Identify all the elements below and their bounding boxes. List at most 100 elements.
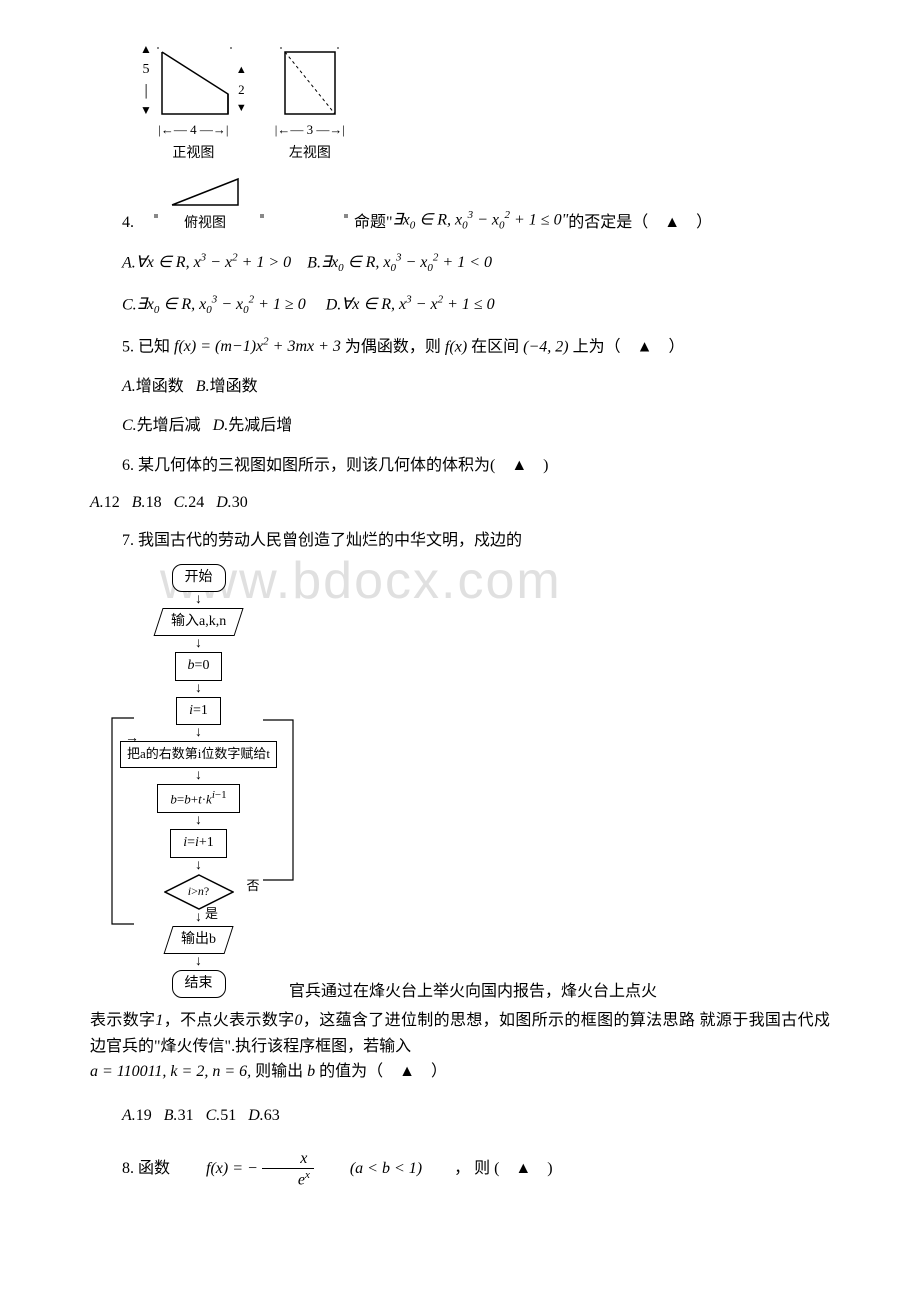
q4-optD: ∀x ∈ R, x3 − x2 + 1 ≤ 0 bbox=[341, 296, 494, 313]
q4-optA: ∀x ∈ R, x3 − x2 + 1 > 0 bbox=[136, 254, 291, 271]
q5-mid2: 在区间 bbox=[471, 338, 519, 355]
q5-prefix: 5. 已知 bbox=[122, 338, 170, 355]
flow-init-b: b=0 bbox=[175, 652, 223, 680]
q4-stem-suffix: 的否定是（ ▲ ） bbox=[568, 210, 712, 236]
q6-optB: 18 bbox=[146, 494, 162, 511]
q7-optA-label: A. bbox=[122, 1107, 136, 1124]
q4-optC: ∃x0 ∈ R, x03 − x02 + 1 ≥ 0 bbox=[137, 296, 306, 313]
arrow-icon: ↓→ bbox=[195, 726, 202, 740]
q4-optB: ∃x0 ∈ R, x03 − x02 + 1 < 0 bbox=[321, 254, 492, 271]
q4-optD-label: D. bbox=[326, 296, 342, 313]
q6-optD-label: D. bbox=[216, 494, 232, 511]
q7-optD-label: D. bbox=[248, 1107, 264, 1124]
left-view: |←— 3 —→| 左视图 bbox=[275, 46, 345, 165]
q5-fx: f(x) bbox=[445, 338, 471, 355]
page-content: ▲ 5 │ ▼ ▲ 2 ▼ bbox=[90, 40, 830, 1189]
q6-optB-label: B. bbox=[132, 494, 146, 511]
q7-line5a: 则输出 bbox=[255, 1063, 303, 1080]
flow-inc-i: i=i+1 bbox=[170, 829, 227, 857]
q5-optC: 先增后减 bbox=[137, 417, 201, 434]
q4-options-row2: C.∃x0 ∈ R, x03 − x02 + 1 ≥ 0 D.∀x ∈ R, x… bbox=[122, 292, 830, 320]
q8-cond: (a < b < 1) bbox=[318, 1156, 422, 1182]
q7-inputs-line: a = 110011, k = 2, n = 6, 则输出 b 的值为（ ▲ ） bbox=[90, 1059, 830, 1085]
q5-optA-label: A. bbox=[122, 378, 136, 395]
arrow-icon: ↓ bbox=[195, 859, 202, 873]
top-view-label: 俯视图 bbox=[184, 213, 226, 235]
q5-optC-label: C. bbox=[122, 417, 137, 434]
flow-output: 输出b bbox=[163, 926, 233, 954]
left-view-label: 左视图 bbox=[289, 143, 331, 165]
q7-line2: 官兵通过在烽火台上举火向国内报告，烽火台上点火 bbox=[289, 979, 830, 1009]
q5-func: f(x) = (m−1)x2 + 3mx + 3 bbox=[174, 338, 345, 355]
q6-stem: 6. 某几何体的三视图如图所示，则该几何体的体积为( ▲ ) bbox=[90, 453, 830, 479]
q5-suffix: 上为（ ▲ ） bbox=[573, 338, 685, 355]
q7-body: 表示数字1，不点火表示数字0，这蕴含了进位制的思想，如图所示的框图的算法思路 就… bbox=[90, 1008, 830, 1059]
top-view: 俯视图 bbox=[166, 173, 244, 235]
front-view-label: 正视图 bbox=[172, 143, 214, 165]
q4-optB-label: B. bbox=[307, 254, 321, 271]
arrow-icon: ↓ bbox=[195, 682, 202, 696]
q7-line3b: ，不点火表示数字 bbox=[163, 1012, 294, 1029]
q8-frac-den: ex bbox=[262, 1169, 314, 1190]
q5-optD: 先减后增 bbox=[228, 417, 292, 434]
flow-no-line bbox=[261, 718, 301, 888]
q7-optA: 19 bbox=[136, 1107, 152, 1124]
three-view-figure: ▲ 5 │ ▼ ▲ 2 ▼ bbox=[140, 40, 830, 165]
q6-optC: 24 bbox=[188, 494, 204, 511]
q8-suffix: ， 则 ( ▲ ) bbox=[422, 1156, 553, 1182]
flow-no-label: 否 bbox=[246, 876, 259, 897]
q5-options-row2: C.先增后减 D.先减后增 bbox=[122, 413, 830, 439]
q6-optD: 30 bbox=[232, 494, 248, 511]
q7-line5b: 的值为（ ▲ ） bbox=[319, 1063, 447, 1080]
q7-optB-label: B. bbox=[164, 1107, 178, 1124]
q5-options-row1: A.增函数 B.增函数 bbox=[122, 374, 830, 400]
arrow-icon: ↓ bbox=[195, 769, 202, 783]
arrow-icon: ↓ bbox=[195, 814, 202, 828]
q4-number: 4. bbox=[122, 210, 134, 236]
q5-optA: 增函数 bbox=[136, 378, 184, 395]
q5-interval: (−4, 2) bbox=[523, 338, 572, 355]
q4-row: 4. 俯视图 命题" ∃x0 ∈ R, x03 − x02 + 1 ≤ 0" 的… bbox=[90, 173, 830, 235]
flowchart: 开始 ↓ 输入a,k,n ↓ b=0 ↓ i=1 ↓→ 把a的右数第i位数字赋给… bbox=[120, 564, 277, 999]
flow-assign: 把a的右数第i位数字赋给t bbox=[120, 741, 277, 768]
q5-mid: 为偶函数，则 bbox=[345, 338, 441, 355]
front-step-label: 2 bbox=[238, 80, 245, 101]
flow-start: 开始 bbox=[172, 564, 226, 592]
q7-optC: 51 bbox=[220, 1107, 236, 1124]
front-view-svg bbox=[156, 46, 234, 120]
q7-optB: 31 bbox=[178, 1107, 194, 1124]
q6-optC-label: C. bbox=[174, 494, 189, 511]
q7-zero: 0 bbox=[295, 1012, 303, 1029]
flow-end: 结束 bbox=[172, 970, 226, 998]
arrow-icon: ↓ bbox=[195, 593, 202, 607]
q7-line1: 7. 我国古代的劳动人民曾创造了灿烂的中华文明，戍边的 bbox=[90, 528, 830, 554]
front-height-label: 5 bbox=[142, 59, 149, 81]
left-view-svg bbox=[279, 46, 341, 120]
q7-line3c: ，这蕴含了进位制的思想，如图所示的框图的算法思路 bbox=[303, 1012, 696, 1029]
q5-stem: 5. 已知 f(x) = (m−1)x2 + 3mx + 3 为偶函数，则 f(… bbox=[90, 334, 830, 360]
q6-options: A.12 B.18 C.24 D.30 bbox=[90, 490, 830, 516]
arrow-icon: ↓ bbox=[195, 637, 202, 651]
q6-optA: 12 bbox=[104, 494, 120, 511]
top-view-svg bbox=[166, 173, 244, 211]
front-view: ▲ 5 │ ▼ ▲ 2 ▼ bbox=[140, 40, 247, 165]
q5-optD-label: D. bbox=[213, 417, 229, 434]
arrow-icon: ↓ bbox=[195, 955, 202, 969]
flow-loopback bbox=[108, 712, 138, 932]
q7-optC-label: C. bbox=[206, 1107, 221, 1124]
arrow-icon: ↓是 bbox=[195, 911, 202, 925]
q6-optA-label: A. bbox=[90, 494, 104, 511]
q4-optA-label: A. bbox=[122, 254, 136, 271]
q7-inputs: a = 110011, k = 2, n = 6, bbox=[90, 1063, 251, 1080]
flow-input: 输入a,k,n bbox=[153, 608, 243, 636]
q7-optD: 63 bbox=[264, 1107, 280, 1124]
q7-line3a: 表示数字 bbox=[90, 1012, 155, 1029]
q4-optC-label: C. bbox=[122, 296, 137, 313]
q4-proposition: ∃x0 ∈ R, x03 − x02 + 1 ≤ 0" bbox=[393, 207, 569, 235]
q8-stem: 8. 函数 f(x) = − x ex (a < b < 1) ， 则 ( ▲ … bbox=[90, 1149, 830, 1190]
q8-frac-num: x bbox=[262, 1149, 314, 1169]
q7-bvar: b bbox=[307, 1063, 319, 1080]
q8-prefix: 8. 函数 bbox=[90, 1156, 170, 1182]
q8-fraction: x ex bbox=[262, 1149, 314, 1190]
q7-options: A.19 B.31 C.51 D.63 bbox=[122, 1103, 830, 1129]
